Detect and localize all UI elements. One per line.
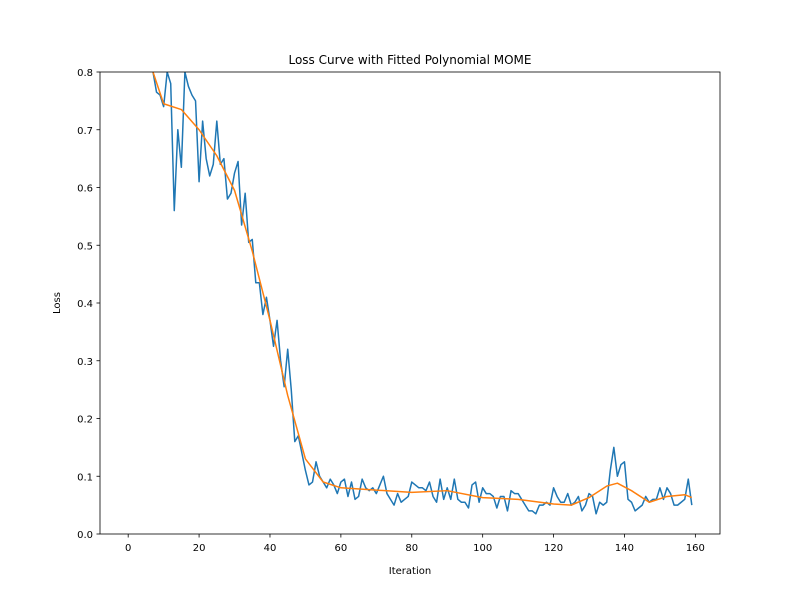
x-tick-label: 0 xyxy=(125,543,131,554)
x-tick-label: 20 xyxy=(193,543,206,554)
y-tick-label: 0.0 xyxy=(77,530,93,541)
y-tick-label: 0.8 xyxy=(77,68,93,79)
x-tick-label: 140 xyxy=(615,543,634,554)
x-axis-label: Iteration xyxy=(389,566,431,577)
y-tick-label: 0.6 xyxy=(77,184,93,195)
chart-title: Loss Curve with Fitted Polynomial MOME xyxy=(288,53,531,67)
y-tick-label: 0.2 xyxy=(77,415,93,426)
x-tick-label: 40 xyxy=(264,543,277,554)
y-axis-label: Loss xyxy=(52,292,63,314)
x-tick-label: 160 xyxy=(686,543,705,554)
x-tick-label: 80 xyxy=(405,543,418,554)
x-tick-label: 60 xyxy=(335,543,348,554)
y-tick-label: 0.3 xyxy=(77,357,93,368)
x-tick-label: 120 xyxy=(544,543,563,554)
axes-frame xyxy=(99,71,721,535)
y-tick-label: 0.1 xyxy=(77,472,93,483)
y-tick-label: 0.5 xyxy=(77,241,93,252)
plot-area xyxy=(152,72,693,515)
x-tick-label: 100 xyxy=(473,543,492,554)
data-line xyxy=(152,72,693,515)
y-tick-label: 0.7 xyxy=(77,126,93,137)
y-tick-label: 0.4 xyxy=(77,299,93,310)
data-line xyxy=(152,72,693,506)
